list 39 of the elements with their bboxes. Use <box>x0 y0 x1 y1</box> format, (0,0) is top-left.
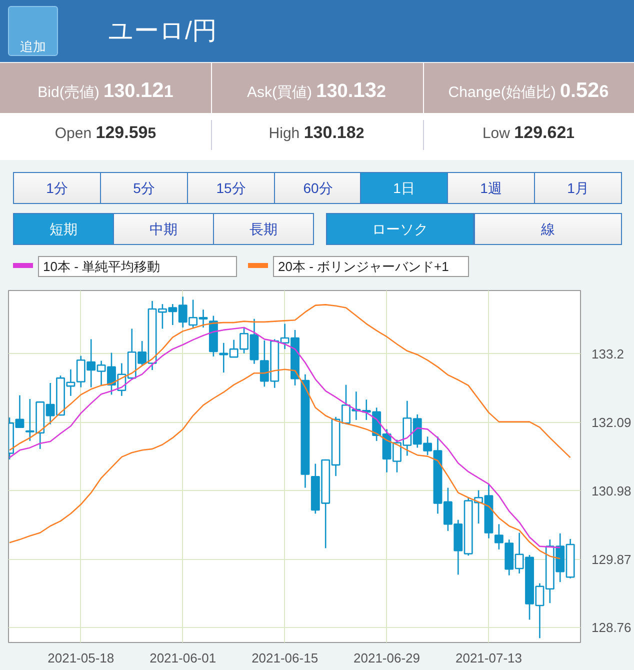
text: 129.621 <box>514 123 575 142</box>
text: 追加 <box>19 38 47 56</box>
x-tick-label: 2021-07-13 <box>455 650 522 666</box>
x-tick-label: 2021-06-29 <box>354 650 420 666</box>
y-tick-label: 128.76 <box>592 620 632 636</box>
chart-title: ユーロ/円 <box>108 16 217 47</box>
text: 1月 <box>534 172 622 204</box>
text: Bid(売値) <box>38 84 100 101</box>
line-series <box>8 304 571 458</box>
text: 短期 <box>13 213 114 245</box>
legend-label: 10本 - 単純平均移動 <box>38 256 237 277</box>
text: 長期 <box>213 213 314 245</box>
y-tick-label: 129.87 <box>592 552 632 567</box>
x-tick-label: 2021-05-18 <box>48 650 114 666</box>
legend-label: 20本 - ボリンジャーバンド+1 <box>273 256 469 277</box>
text: 1分 <box>13 172 101 204</box>
text: 0.526 <box>560 79 609 102</box>
x-tick-label: 2021-06-01 <box>150 650 216 666</box>
text: 130.132 <box>316 79 386 102</box>
text: ローソク <box>326 213 474 245</box>
text: 1週 <box>447 172 535 204</box>
text: 130.182 <box>304 123 364 142</box>
text: 130.121 <box>104 79 174 102</box>
text: 60分 <box>274 172 362 204</box>
text: Ask(買値) <box>247 84 312 101</box>
y-tick-label: 132.09 <box>592 414 632 430</box>
y-tick-label: 130.98 <box>592 483 632 498</box>
y-tick-label: 133.2 <box>592 346 624 362</box>
text: Open <box>54 125 92 142</box>
text: Low <box>482 125 510 142</box>
text: 15分 <box>187 172 275 204</box>
text: 129.595 <box>96 123 156 142</box>
text: High <box>268 125 300 142</box>
text: 線 <box>474 213 622 245</box>
text: Change(始値比) <box>448 84 556 101</box>
x-tick-label: 2021-06-15 <box>252 650 318 666</box>
text: 中期 <box>113 213 214 245</box>
text: 1日 <box>360 172 448 204</box>
text: 5分 <box>100 172 188 204</box>
